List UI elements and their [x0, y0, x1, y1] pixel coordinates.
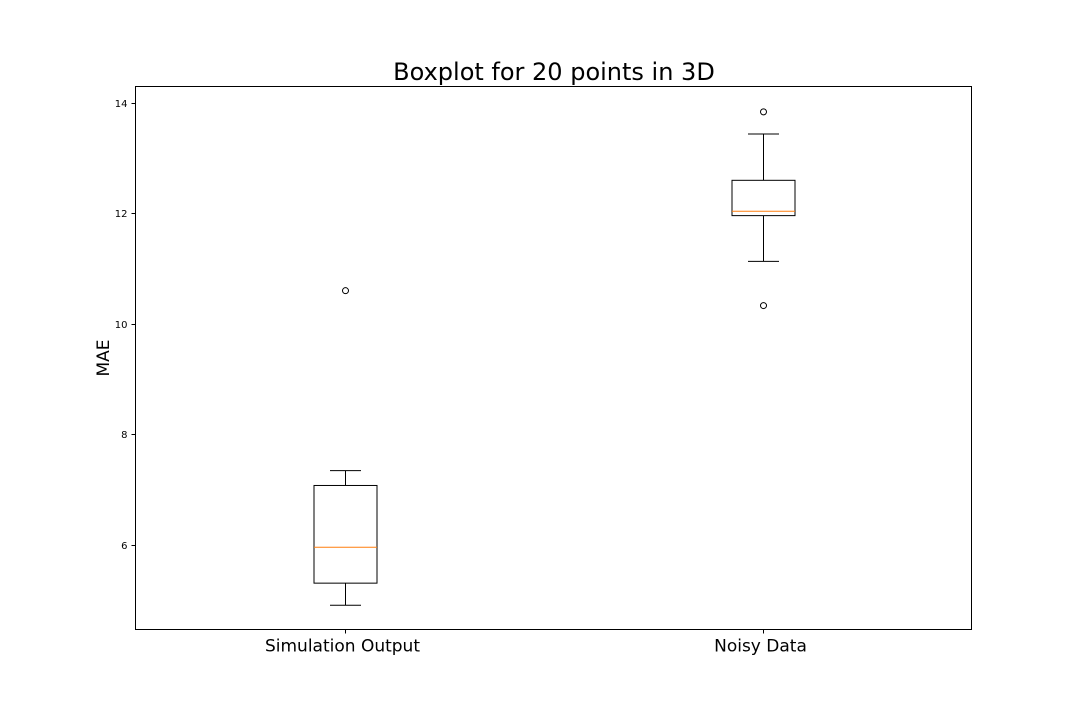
y-axis-label: MAE	[94, 339, 114, 376]
y-tick-label: 6	[121, 541, 127, 552]
x-tick-label: Noisy Data	[714, 637, 807, 657]
y-tick-label: 14	[115, 99, 128, 110]
plot-area: 6 8 10 12 14 Simulation Output Noisy Data	[115, 99, 807, 657]
box-iqr	[731, 179, 796, 217]
box-iqr	[313, 484, 378, 584]
y-tick-label: 8	[121, 430, 127, 441]
outlier-point	[342, 287, 349, 295]
outlier-point	[760, 302, 767, 310]
y-tick-label: 10	[115, 320, 128, 331]
y-tick-label: 12	[115, 209, 128, 220]
chart-title: Boxplot for 20 points in 3D	[393, 58, 715, 86]
axes-frame	[135, 86, 972, 630]
outlier-point	[760, 108, 767, 116]
x-tick-label: Simulation Output	[265, 637, 420, 657]
